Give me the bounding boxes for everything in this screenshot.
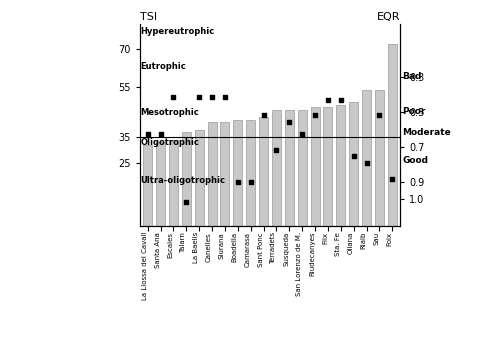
Bar <box>194 130 203 226</box>
Text: Moderate: Moderate <box>402 128 452 137</box>
Bar <box>272 110 281 226</box>
Point <box>311 112 319 118</box>
Bar <box>324 107 332 226</box>
Point <box>362 160 370 166</box>
Point <box>208 94 216 100</box>
Bar <box>208 122 216 226</box>
Bar <box>388 44 397 226</box>
Point <box>350 154 358 159</box>
Point <box>234 179 242 184</box>
Point <box>246 179 254 184</box>
Point <box>221 94 229 100</box>
Point <box>298 131 306 136</box>
Point <box>388 176 396 182</box>
Point <box>182 199 190 205</box>
Text: Bad: Bad <box>402 72 422 81</box>
Bar <box>362 90 371 226</box>
Bar <box>375 90 384 226</box>
Point <box>337 97 345 102</box>
Bar <box>298 110 306 226</box>
Bar <box>143 145 152 226</box>
Text: Eutrophic: Eutrophic <box>140 62 186 71</box>
Text: Oligotrophic: Oligotrophic <box>140 138 199 147</box>
Bar <box>259 117 268 226</box>
Point <box>195 94 203 100</box>
Bar <box>182 132 191 226</box>
Point <box>376 112 384 118</box>
Bar <box>234 120 242 226</box>
Text: TSI: TSI <box>140 12 157 22</box>
Point <box>144 131 152 136</box>
Point <box>170 94 177 100</box>
Bar <box>310 107 320 226</box>
Text: Mesotrophic: Mesotrophic <box>140 108 199 117</box>
Bar <box>156 143 165 226</box>
Bar <box>285 110 294 226</box>
Text: Ultra-oligotrophic: Ultra-oligotrophic <box>140 176 226 185</box>
Point <box>260 112 268 118</box>
Bar <box>336 105 345 226</box>
Text: EQR: EQR <box>376 12 400 22</box>
Bar <box>246 120 255 226</box>
Point <box>156 131 164 136</box>
Bar <box>349 102 358 226</box>
Bar <box>220 122 230 226</box>
Point <box>272 147 280 153</box>
Bar <box>169 140 178 226</box>
Text: Hypereutrophic: Hypereutrophic <box>140 27 214 36</box>
Point <box>324 97 332 102</box>
Text: Poor: Poor <box>402 107 426 116</box>
Point <box>286 120 294 125</box>
Text: Good: Good <box>402 156 428 165</box>
